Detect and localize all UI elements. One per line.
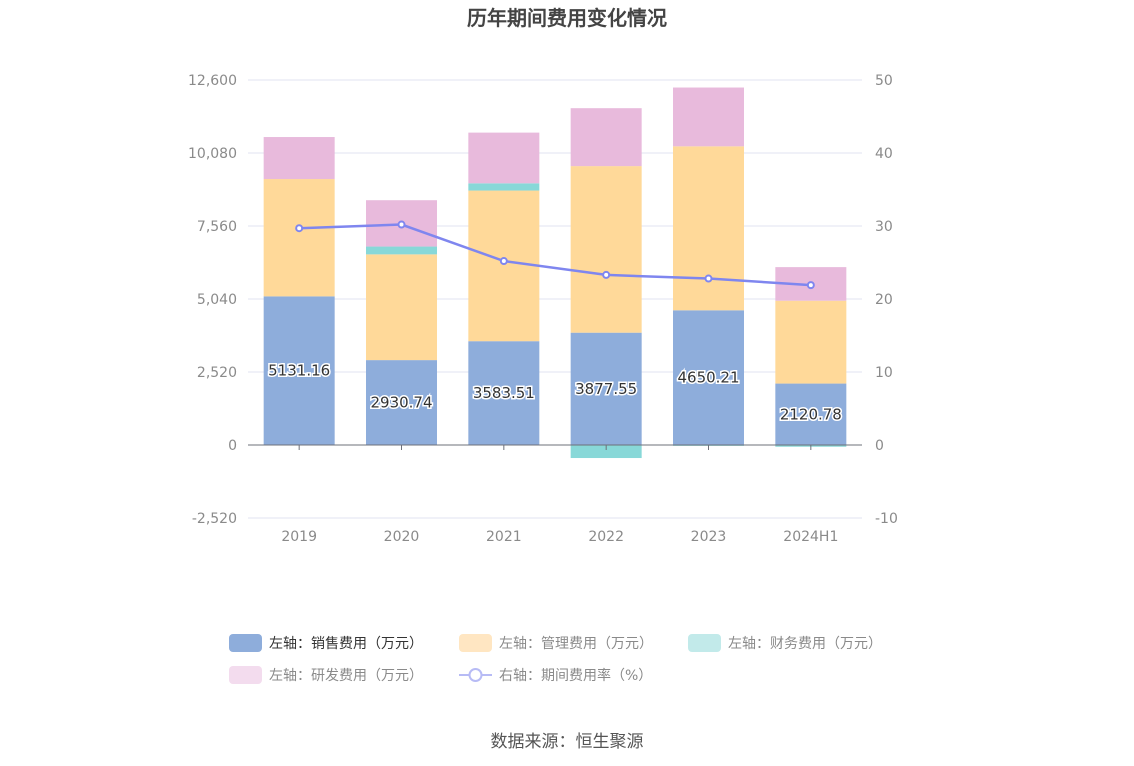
data-label-2021: 3583.51 — [473, 384, 535, 402]
right-tick-label: 20 — [875, 292, 893, 308]
rate-point-2023 — [704, 274, 713, 283]
grid — [248, 79, 862, 519]
legend-label: 左轴：研发费用（万元） — [269, 668, 423, 684]
x-tick-labels: 2019 2020 2021 2022 2023 2024H1 — [281, 529, 838, 545]
data-label-2019: 5131.16 — [268, 362, 330, 380]
rate-point-2022 — [602, 270, 611, 279]
x-tick-label: 2024H1 — [783, 529, 838, 545]
left-tick-label: 10,080 — [188, 146, 237, 162]
right-tick-label: 0 — [875, 438, 884, 454]
legend-item[interactable]: 右轴：期间费用率（%） — [459, 667, 652, 684]
legend-swatch-icon — [459, 634, 492, 652]
bar-0-2022 — [570, 332, 642, 445]
bar-2-2020 — [366, 246, 437, 255]
bars — [263, 87, 847, 459]
rate-point-2021 — [499, 257, 508, 266]
rate-point-2019 — [295, 224, 304, 233]
bar-3-2023 — [673, 87, 744, 147]
left-axis: 12,600 10,080 7,560 5,040 2,520 0 -2,520 — [188, 73, 237, 527]
right-axis: 50 40 30 20 10 0 -10 — [875, 73, 898, 527]
legend-marker-icon — [468, 668, 483, 682]
legend-item[interactable]: 左轴：财务费用（万元） — [688, 634, 882, 652]
bar-1-2019 — [263, 179, 335, 297]
source-note: 数据来源：恒生聚源 — [491, 732, 644, 752]
bar-1-2022 — [570, 166, 642, 333]
rate-line-path — [299, 223, 811, 287]
bar-0-2023 — [673, 310, 744, 445]
bar-2-2022 — [570, 445, 642, 459]
legend-swatch-icon — [229, 666, 262, 684]
bar-3-2021 — [468, 132, 540, 184]
data-label-2023: 4650.21 — [677, 369, 739, 387]
bar-1-2020 — [366, 254, 437, 361]
bar-3-2019 — [263, 137, 335, 180]
bar-0-2019 — [263, 296, 335, 445]
x-tick-label: 2020 — [384, 529, 420, 545]
rate-point-2020 — [397, 220, 406, 229]
left-tick-label: 0 — [228, 438, 237, 454]
right-tick-label: 10 — [875, 365, 893, 381]
x-tick-label: 2023 — [691, 529, 727, 545]
bar-0-2021 — [468, 341, 540, 445]
bar-0-2024H1 — [775, 383, 847, 445]
bar-3-2022 — [570, 108, 642, 167]
data-label-2022: 3877.55 — [575, 380, 637, 398]
chart-title: 历年期间费用变化情况 — [467, 6, 667, 30]
bar-1-2021 — [468, 190, 540, 342]
rate-point-2024H1 — [806, 281, 815, 290]
right-tick-label: 40 — [875, 146, 893, 162]
x-axis — [248, 444, 862, 450]
legend-label: 左轴：财务费用（万元） — [728, 636, 882, 652]
left-tick-label: 7,560 — [197, 219, 237, 235]
right-tick-label: 50 — [875, 73, 893, 89]
left-tick-label: 2,520 — [197, 365, 237, 381]
legend-label: 左轴：管理费用（万元） — [499, 636, 653, 652]
legend-item[interactable]: 左轴：研发费用（万元） — [229, 666, 423, 684]
legend-label: 左轴：销售费用（万元） — [269, 636, 423, 652]
right-tick-label: 30 — [875, 219, 893, 235]
rate-line — [295, 220, 815, 290]
legend-item[interactable]: 左轴：管理费用（万元） — [459, 634, 653, 652]
legend[interactable]: 左轴：销售费用（万元） 左轴：管理费用（万元） 左轴：财务费用（万元） 左轴：研发费用… — [229, 634, 882, 684]
data-labels: 5131.16 2930.74 3583.51 3877.55 4650.21 2120.… — [267, 360, 844, 425]
legend-label: 右轴：期间费用率（%） — [499, 667, 652, 684]
legend-swatch-icon — [688, 634, 721, 652]
x-tick-label: 2021 — [486, 529, 522, 545]
x-tick-label: 2022 — [588, 529, 624, 545]
legend-swatch-icon — [229, 634, 262, 652]
legend-item[interactable]: 左轴：销售费用（万元） — [229, 634, 423, 652]
x-tick-label: 2019 — [281, 529, 317, 545]
left-tick-label: -2,520 — [192, 511, 237, 527]
bar-2-2021 — [468, 183, 540, 191]
right-tick-label: -10 — [875, 511, 898, 527]
data-label-2020: 2930.74 — [370, 394, 432, 412]
bar-0-2020 — [366, 360, 437, 445]
left-tick-label: 12,600 — [188, 73, 237, 89]
bar-1-2023 — [673, 146, 744, 311]
left-tick-label: 5,040 — [197, 292, 237, 308]
bar-1-2024H1 — [775, 300, 847, 384]
data-label-2024H1: 2120.78 — [780, 405, 842, 423]
